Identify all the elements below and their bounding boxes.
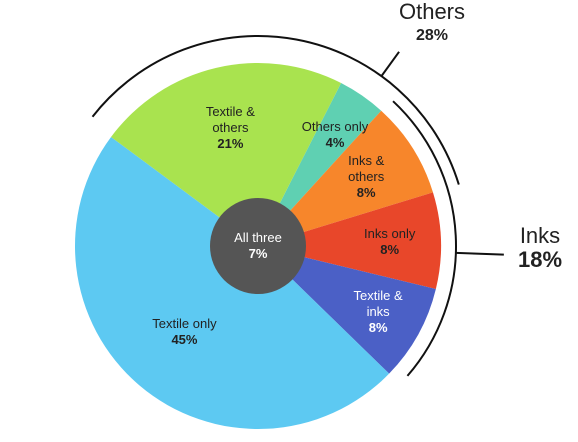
slice-label: Others only 4% — [300, 119, 370, 151]
slice-label: Inks only 8% — [355, 226, 425, 258]
pie-slice — [258, 82, 382, 247]
group-leader — [380, 51, 400, 77]
pie-slice — [258, 192, 441, 290]
slice-value: 4% — [325, 134, 345, 150]
center-name: All three — [234, 230, 282, 245]
group-label: Others 28% — [399, 0, 465, 48]
group-leader — [455, 251, 504, 256]
center-circle — [210, 198, 306, 294]
slice-name: Textile & others — [205, 104, 255, 136]
center-value: 7% — [248, 246, 268, 261]
slice-name: Inks & others — [348, 153, 385, 185]
slice-label: Textile only 45% — [134, 316, 234, 348]
slice-value: 8% — [356, 185, 376, 201]
slice-name: Others only — [301, 118, 369, 134]
group-arc — [392, 100, 457, 377]
slice-value: 45% — [171, 332, 198, 348]
slice-label: Inks & others 8% — [331, 153, 401, 201]
slice-name: Textile & inks — [353, 288, 403, 320]
group-value: 28% — [415, 27, 449, 44]
slice-name: Inks only — [364, 226, 416, 242]
center-label: All three 7% — [218, 230, 298, 262]
pie-slice — [258, 246, 436, 374]
group-name: Others — [398, 0, 466, 24]
group-name: Inks — [519, 223, 561, 248]
group-label: Inks 18% — [518, 224, 562, 272]
slice-label: Textile & others 21% — [195, 104, 265, 152]
slice-name: Textile only — [152, 316, 217, 332]
slice-label: Textile & inks 8% — [343, 288, 413, 336]
slice-value: 8% — [380, 242, 400, 258]
group-value: 18% — [517, 247, 563, 272]
pie-slice — [258, 110, 433, 246]
pie-slice — [111, 63, 342, 246]
slice-value: 21% — [217, 136, 244, 152]
group-arc — [91, 35, 460, 185]
slice-value: 8% — [368, 320, 388, 336]
